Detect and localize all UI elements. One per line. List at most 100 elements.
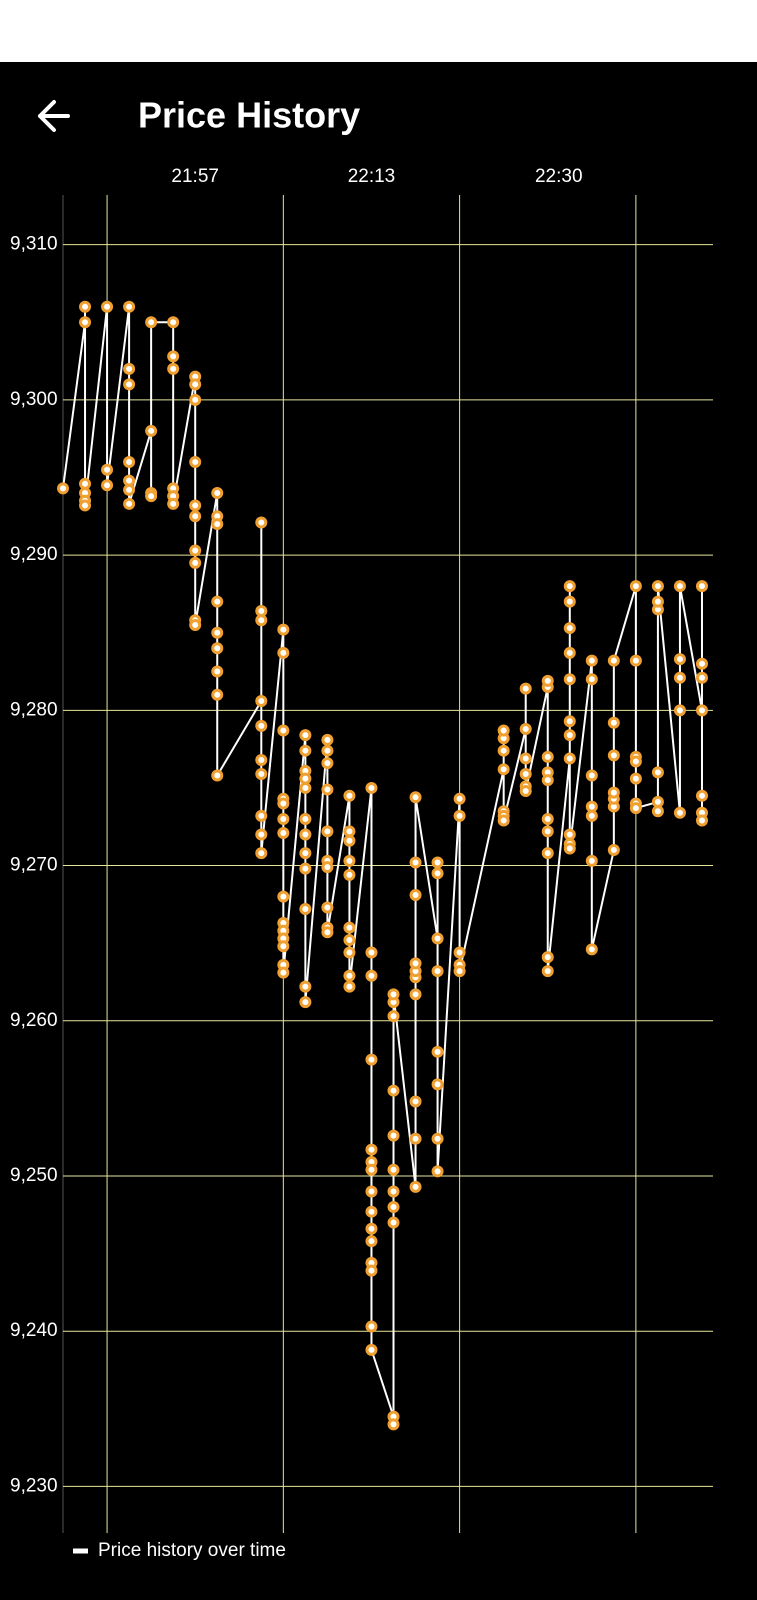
price-point xyxy=(431,1078,444,1091)
price-point xyxy=(431,932,444,945)
price-point xyxy=(101,463,114,476)
price-point xyxy=(387,1163,400,1176)
price-point xyxy=(409,957,422,970)
price-point xyxy=(497,744,510,757)
price-point xyxy=(541,965,554,978)
price-point xyxy=(607,786,620,799)
price-point xyxy=(629,580,642,593)
price-point xyxy=(79,499,92,512)
price-point xyxy=(79,300,92,313)
price-point xyxy=(57,482,69,495)
price-point xyxy=(453,792,466,805)
price-point xyxy=(695,580,708,593)
x-tick-label: 22:13 xyxy=(348,166,396,187)
price-point xyxy=(277,623,290,636)
price-point xyxy=(123,497,136,510)
price-point xyxy=(255,614,268,627)
price-point xyxy=(299,828,312,841)
price-point xyxy=(585,673,598,686)
price-point xyxy=(431,1132,444,1145)
price-point xyxy=(365,1143,378,1156)
price-point xyxy=(651,795,664,808)
price-point xyxy=(365,1053,378,1066)
price-point xyxy=(343,834,356,847)
price-point xyxy=(629,802,642,815)
price-point xyxy=(409,1180,422,1193)
y-tick-label: 9,230 xyxy=(10,1475,58,1496)
price-point xyxy=(453,809,466,822)
price-point xyxy=(673,671,686,684)
back-arrow[interactable] xyxy=(38,100,70,132)
price-point xyxy=(453,965,466,978)
price-point xyxy=(651,805,664,818)
status-bar xyxy=(0,0,757,62)
price-point xyxy=(167,316,180,329)
price-point xyxy=(255,516,268,529)
price-point xyxy=(321,757,334,770)
price-point xyxy=(541,812,554,825)
price-point xyxy=(321,926,334,939)
x-tick-label: 22:30 xyxy=(535,166,583,187)
y-tick-label: 9,240 xyxy=(10,1320,58,1341)
price-point xyxy=(299,862,312,875)
price-point xyxy=(167,497,180,510)
price-point xyxy=(343,946,356,959)
price-point xyxy=(365,1343,378,1356)
price-point xyxy=(365,1320,378,1333)
price-point xyxy=(299,847,312,860)
price-point xyxy=(607,716,620,729)
price-point xyxy=(365,946,378,959)
price-point xyxy=(255,847,268,860)
back-button[interactable] xyxy=(38,100,70,132)
price-point xyxy=(431,1045,444,1058)
price-point xyxy=(607,654,620,667)
price-point xyxy=(189,393,202,406)
price-point xyxy=(211,642,224,655)
price-point xyxy=(277,724,290,737)
price-point xyxy=(409,988,422,1001)
price-point xyxy=(145,490,158,503)
x-tick-label: 21:57 xyxy=(171,166,219,187)
price-point xyxy=(211,769,224,782)
price-point xyxy=(563,646,576,659)
price-point xyxy=(167,362,180,375)
price-point xyxy=(585,809,598,822)
price-point xyxy=(695,657,708,670)
price-point xyxy=(563,842,576,855)
price-point xyxy=(563,580,576,593)
price-point xyxy=(695,814,708,827)
price-point xyxy=(211,688,224,701)
price-point xyxy=(299,744,312,757)
price-point xyxy=(343,921,356,934)
price-point xyxy=(387,1418,400,1431)
price-point xyxy=(563,715,576,728)
price-point xyxy=(255,767,268,780)
price-point xyxy=(387,1185,400,1198)
price-point xyxy=(629,654,642,667)
price-point xyxy=(387,1010,400,1023)
price-point xyxy=(409,856,422,869)
price-point xyxy=(585,769,598,782)
price-point xyxy=(673,704,686,717)
price-point xyxy=(585,800,598,813)
price-point xyxy=(299,781,312,794)
price-point xyxy=(563,729,576,742)
price-point xyxy=(343,789,356,802)
price-point xyxy=(365,1205,378,1218)
price-point xyxy=(123,362,136,375)
price-point xyxy=(387,1084,400,1097)
price-point xyxy=(431,867,444,880)
price-point xyxy=(695,704,708,717)
price-point xyxy=(343,854,356,867)
price-point xyxy=(277,940,290,953)
price-point xyxy=(123,483,136,496)
price-point xyxy=(409,1095,422,1108)
price-point xyxy=(365,1264,378,1277)
price-point xyxy=(343,868,356,881)
price-point xyxy=(409,889,422,902)
price-point xyxy=(299,729,312,742)
price-point xyxy=(365,1185,378,1198)
price-point xyxy=(365,969,378,982)
price-point xyxy=(299,980,312,993)
